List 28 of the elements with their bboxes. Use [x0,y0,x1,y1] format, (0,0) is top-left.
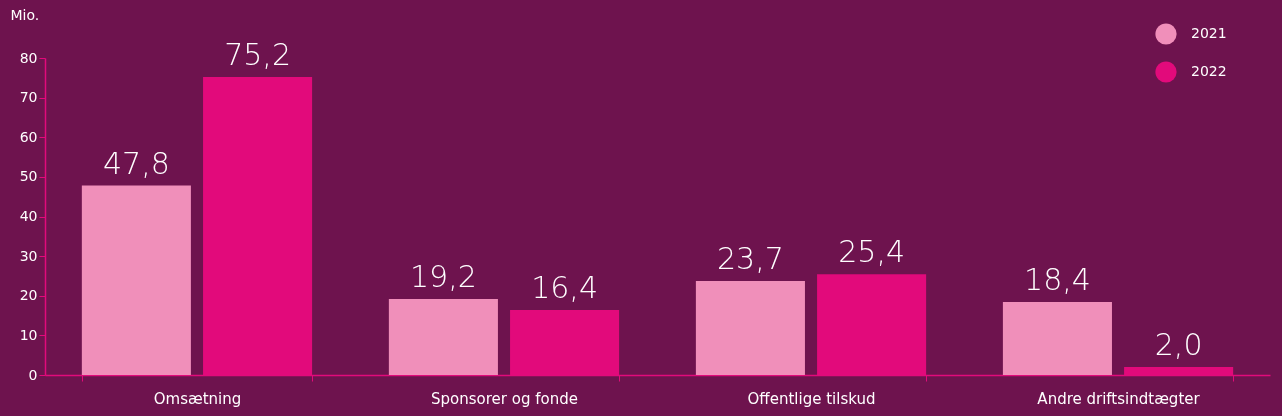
bar [695,281,805,375]
bar [388,298,498,375]
y-tick-label: 50 [19,168,38,185]
y-tick-label: 80 [19,49,38,66]
x-tick-label: Sponsorer og fonde [431,389,578,408]
legend-label: 2021 [1191,25,1227,41]
y-tick-label: 70 [19,89,38,106]
y-tick-label: 10 [19,326,38,343]
bar [1002,302,1112,375]
data-label: 25,4 [838,234,905,270]
data-label: 2,0 [1154,327,1203,363]
data-label: 19,2 [410,258,477,294]
data-label: 47,8 [102,145,170,181]
y-tick-label: 20 [19,287,38,304]
y-tick-label: 30 [19,247,38,264]
y-tick-label: 40 [19,208,38,224]
data-label: 23,7 [717,241,784,277]
y-tick-label: 0 [28,366,38,383]
x-tick-label: Andre driftsindtægter [1037,389,1201,408]
bar [81,185,191,375]
data-label: 75,2 [224,37,291,73]
y-axis-title: Mio. [10,6,40,23]
legend-label: 2022 [1191,63,1227,79]
x-tick-label: Offentlige tilskud [747,389,876,408]
data-label: 16,4 [531,270,598,306]
x-tick-label: Omsætning [153,389,242,408]
y-tick-label: 60 [19,128,38,145]
data-label: 18,4 [1024,262,1091,298]
